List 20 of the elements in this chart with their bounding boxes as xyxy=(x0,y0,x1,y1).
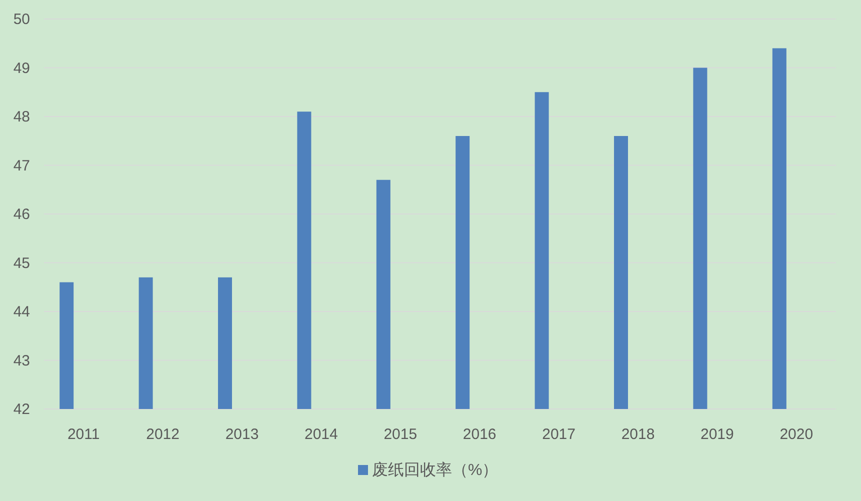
y-tick-label: 44 xyxy=(13,304,30,320)
y-tick-label: 48 xyxy=(13,108,30,126)
y-tick-label: 43 xyxy=(13,352,30,370)
y-tick-label: 50 xyxy=(13,11,30,28)
legend-label: 废纸回收率（%） xyxy=(372,461,498,479)
y-tick-label: 42 xyxy=(13,401,30,418)
x-tick-label: 2012 xyxy=(146,426,180,443)
x-tick-label: 2018 xyxy=(621,426,655,443)
x-tick-label: 2014 xyxy=(304,426,338,443)
x-tick-label: 2016 xyxy=(462,426,496,443)
x-tick-label: 2015 xyxy=(384,426,418,443)
y-tick-label: 46 xyxy=(13,206,30,223)
x-tick-label: 2011 xyxy=(67,426,100,443)
y-tick-label: 49 xyxy=(13,60,30,77)
y-tick-label: 45 xyxy=(13,254,30,272)
x-tick-label: 2017 xyxy=(542,426,576,443)
x-tick-label: 2020 xyxy=(780,426,814,443)
x-tick-label: 2013 xyxy=(225,426,259,443)
y-tick-label: 47 xyxy=(13,157,30,174)
x-tick-label: 2019 xyxy=(700,426,734,443)
